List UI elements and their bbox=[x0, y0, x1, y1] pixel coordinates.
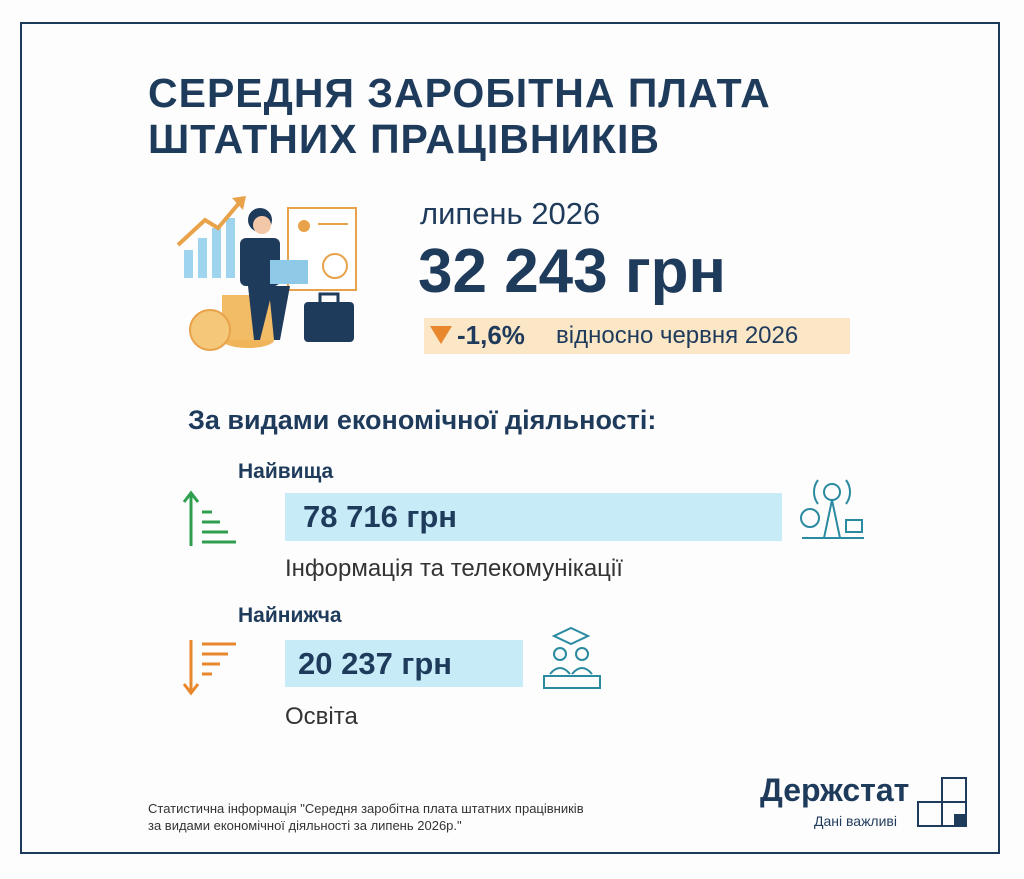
down-arrow-icon bbox=[182, 640, 236, 696]
brand-logo bbox=[917, 777, 967, 827]
section-title: За видами економічної діяльності: bbox=[188, 405, 657, 435]
average-salary: 32 243 грн bbox=[418, 237, 727, 306]
lowest-bar bbox=[285, 640, 523, 687]
change-note: відносно червня 2026 bbox=[556, 322, 799, 349]
lowest-value: 20 237 грн bbox=[298, 646, 453, 681]
up-arrow-icon bbox=[182, 490, 236, 546]
change-value: -1,6% bbox=[457, 320, 525, 350]
footnote: Статистична інформація "Середня заробітн… bbox=[148, 800, 584, 834]
title-line: СЕРЕДНЯ ЗАРОБІТНА ПЛАТА bbox=[148, 70, 771, 116]
lowest-activity: Освіта bbox=[285, 703, 358, 730]
education-icon bbox=[543, 626, 601, 689]
down-triangle bbox=[430, 326, 452, 344]
change-box bbox=[424, 318, 850, 354]
brand-name: Держстат bbox=[760, 772, 910, 808]
highest-label: Найвища bbox=[238, 460, 334, 483]
highest-value: 78 716 грн bbox=[303, 499, 458, 534]
telecom-icon bbox=[800, 479, 864, 539]
footnote-line: за видами економічної діяльності за липе… bbox=[148, 818, 462, 833]
period: липень 2026 bbox=[420, 196, 601, 231]
highest-activity: Інформація та телекомунікації bbox=[285, 555, 623, 582]
brand-slogan: Дані важливі bbox=[814, 813, 897, 829]
footnote-line: Статистична інформація "Середня заробітн… bbox=[148, 801, 584, 816]
highest-bar bbox=[285, 493, 782, 541]
title-line: ШТАТНИХ ПРАЦІВНИКІВ bbox=[148, 116, 660, 162]
illustration bbox=[176, 196, 357, 351]
lowest-label: Найнижча bbox=[238, 604, 342, 627]
frame bbox=[20, 22, 1000, 854]
